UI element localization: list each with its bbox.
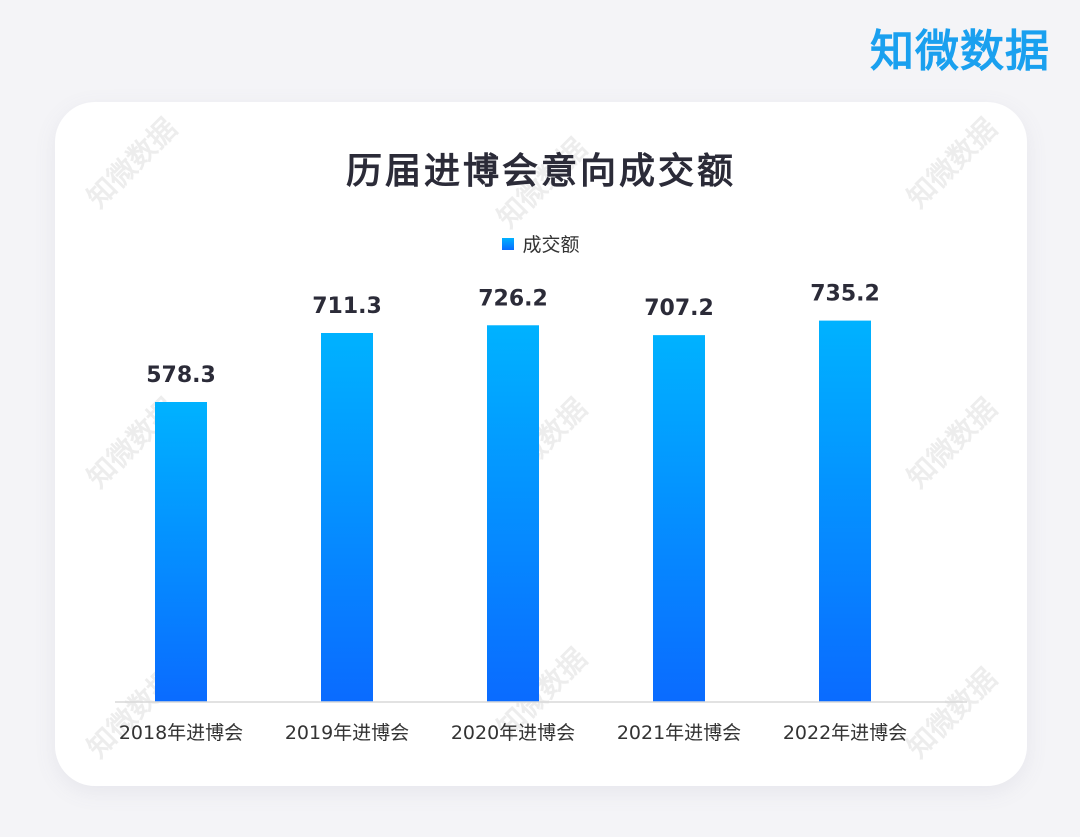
data-label: 707.2: [644, 296, 714, 321]
x-tick-label: 2019年进博会: [285, 722, 409, 744]
bar-1: [155, 402, 207, 702]
chart-title: 历届进博会意向成交额: [345, 151, 736, 192]
bar-5: [819, 320, 871, 702]
bar-chart: 578.3 2018年进博会 711.3 2019年进博会 726.2 2020年进博会 7…: [115, 282, 967, 744]
bar-4: [653, 335, 705, 702]
chart-card: 知微数据 知微数据 知微数据 知微数据 知微数据 知微数据 知微数据 知微数据 …: [55, 102, 1027, 786]
chart-legend: 成交额: [55, 230, 1027, 257]
x-tick-label: 2021年进博会: [617, 722, 741, 744]
data-label: 726.2: [478, 286, 548, 311]
data-label: 578.3: [146, 363, 216, 388]
data-label: 711.3: [312, 294, 382, 319]
legend-label: 成交额: [522, 234, 580, 256]
bar-2: [321, 333, 373, 702]
bar-3: [487, 325, 539, 702]
brand-logo: 知微数据: [870, 26, 1050, 77]
x-tick-label: 2022年进博会: [783, 722, 907, 744]
legend-swatch-icon: [502, 237, 515, 250]
data-label: 735.2: [810, 282, 880, 307]
x-tick-label: 2020年进博会: [451, 722, 575, 744]
x-tick-label: 2018年进博会: [119, 722, 243, 744]
